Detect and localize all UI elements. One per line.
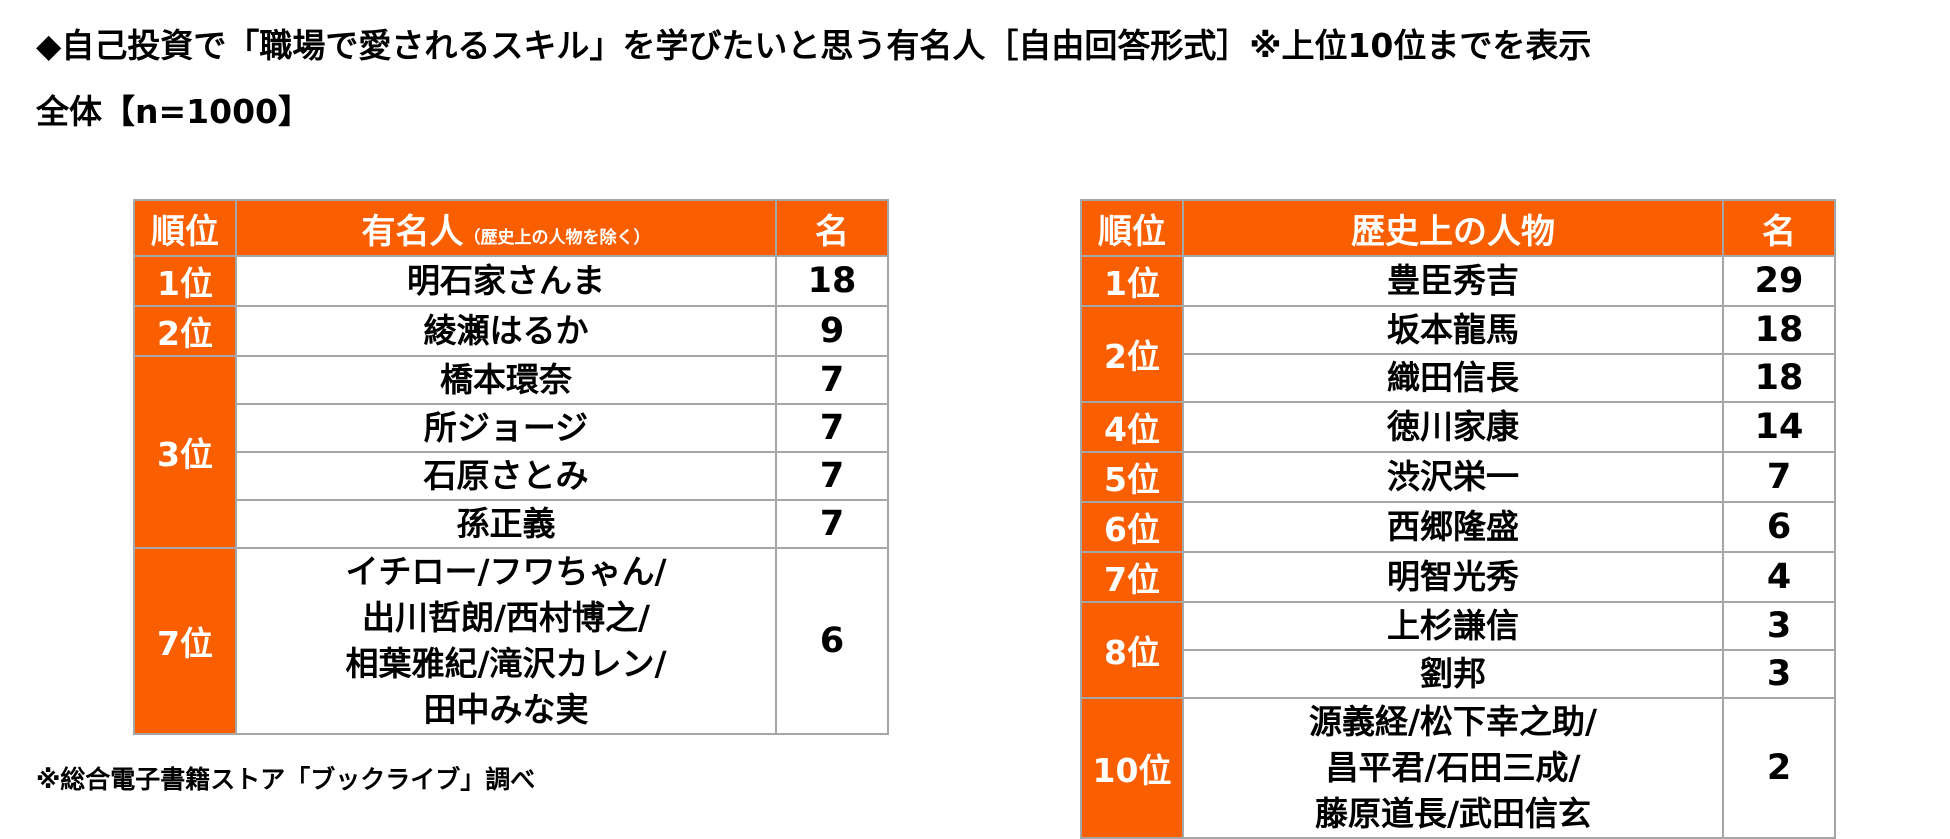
vote-count: 7 [775,499,889,549]
person-names-multi: イチロー/フワちゃん/ 出川哲朗/西村博之/ 相葉雅紀/滝沢カレン/ 田中みな実 [235,547,777,735]
table-row: 石原さとみ 7 [134,451,889,501]
vote-count: 6 [1722,501,1836,553]
person-header-label: 有名人 [361,211,464,252]
table-row: 織田信長 18 [1081,353,1836,403]
rank-cell: 2位 [1080,305,1184,403]
vote-count: 18 [1722,353,1836,403]
vote-count: 4 [1722,551,1836,603]
person-names-multi: 源義経/松下幸之助/ 昌平君/石田三成/ 藤原道長/武田信玄 [1182,697,1724,839]
table-row: 4位 徳川家康 14 [1080,401,1836,453]
person-name: 明石家さんま [235,255,777,307]
rank-cell: 2位 [133,305,237,357]
table-header-row: 順位 有名人（歴史上の人物を除く） 名 [133,199,889,257]
vote-count: 9 [775,305,889,357]
rank-cell: 1位 [133,255,237,307]
vote-count: 7 [1722,451,1836,503]
person-name: 渋沢栄一 [1182,451,1724,503]
person-name: 綾瀬はるか [235,305,777,357]
vote-count: 6 [775,547,889,735]
celebrity-ranking-table: 順位 有名人（歴史上の人物を除く） 名 1位 明石家さんま 18 2位 綾瀬はる… [133,199,889,735]
table-row: 8位 上杉謙信 3 [1080,601,1836,699]
source-note: ※総合電子書籍ストア「ブックライブ」調べ [36,765,536,794]
table-row: 2位 坂本龍馬 18 [1080,305,1836,403]
person-name-line: 藤原道長/武田信玄 [1314,794,1592,833]
vote-count: 3 [1722,649,1836,699]
person-header-note: （歴史上の人物を除く） [463,227,651,248]
vote-count: 2 [1722,697,1836,839]
vote-count: 7 [775,451,889,501]
table-row: 所ジョージ 7 [134,403,889,453]
person-name-line: 昌平君/石田三成/ [1325,748,1581,787]
table-row: 1位 豊臣秀吉 29 [1080,255,1836,307]
rank-cell: 8位 [1080,601,1184,699]
table-row: 2位 綾瀬はるか 9 [133,305,889,357]
person-name-line: 源義経/松下幸之助/ [1308,702,1598,741]
table-row: 7位 明智光秀 4 [1080,551,1836,603]
person-name: 織田信長 [1182,353,1724,403]
person-name: 石原さとみ [235,451,777,501]
person-header: 有名人（歴史上の人物を除く） [235,199,777,257]
table-row: 孫正義 7 [134,499,889,549]
table-row: 5位 渋沢栄一 7 [1080,451,1836,503]
count-header: 名 [1722,199,1836,257]
count-header: 名 [775,199,889,257]
person-name-line: 相葉雅紀/滝沢カレン/ [345,644,667,683]
table-row: 1位 明石家さんま 18 [133,255,889,307]
table-row: 7位 イチロー/フワちゃん/ 出川哲朗/西村博之/ 相葉雅紀/滝沢カレン/ 田中… [133,547,889,735]
table-row: 劉邦 3 [1081,649,1836,699]
person-name: 所ジョージ [235,403,777,453]
rank-cell: 10位 [1080,697,1184,839]
rank-cell: 1位 [1080,255,1184,307]
vote-count: 7 [775,403,889,453]
person-name: 徳川家康 [1182,401,1724,453]
rank-cell: 4位 [1080,401,1184,453]
person-header: 歴史上の人物 [1182,199,1724,257]
person-name-line: 出川哲朗/西村博之/ [361,598,651,637]
person-name-line: イチロー/フワちゃん/ [345,552,667,591]
rank-cell: 3位 [133,355,237,549]
page-title: ◆自己投資で「職場で愛されるスキル」を学びたいと思う有名人［自由回答形式］※上位… [36,26,1592,65]
vote-count: 18 [1722,305,1836,355]
sample-size-label: 全体【n=1000】 [36,92,311,131]
rank-cell: 5位 [1080,451,1184,503]
rank-header: 順位 [133,199,237,257]
vote-count: 3 [1722,601,1836,651]
rank-cell: 6位 [1080,501,1184,553]
person-name: 西郷隆盛 [1182,501,1724,553]
vote-count: 29 [1722,255,1836,307]
rank-cell: 7位 [133,547,237,735]
person-name: 劉邦 [1182,649,1724,699]
person-name: 孫正義 [235,499,777,549]
vote-count: 18 [775,255,889,307]
person-name: 橋本環奈 [235,355,777,405]
historical-figure-ranking-table: 順位 歴史上の人物 名 1位 豊臣秀吉 29 2位 坂本龍馬 18 織田信長 1… [1080,199,1836,839]
rank-cell: 7位 [1080,551,1184,603]
vote-count: 14 [1722,401,1836,453]
table-row: 3位 橋本環奈 7 [133,355,889,549]
person-name-line: 田中みな実 [423,690,589,729]
table-header-row: 順位 歴史上の人物 名 [1080,199,1836,257]
person-name: 豊臣秀吉 [1182,255,1724,307]
vote-count: 7 [775,355,889,405]
rank-header: 順位 [1080,199,1184,257]
person-name: 坂本龍馬 [1182,305,1724,355]
table-row: 6位 西郷隆盛 6 [1080,501,1836,553]
person-name: 上杉謙信 [1182,601,1724,651]
person-name: 明智光秀 [1182,551,1724,603]
table-row: 10位 源義経/松下幸之助/ 昌平君/石田三成/ 藤原道長/武田信玄 2 [1080,697,1836,839]
